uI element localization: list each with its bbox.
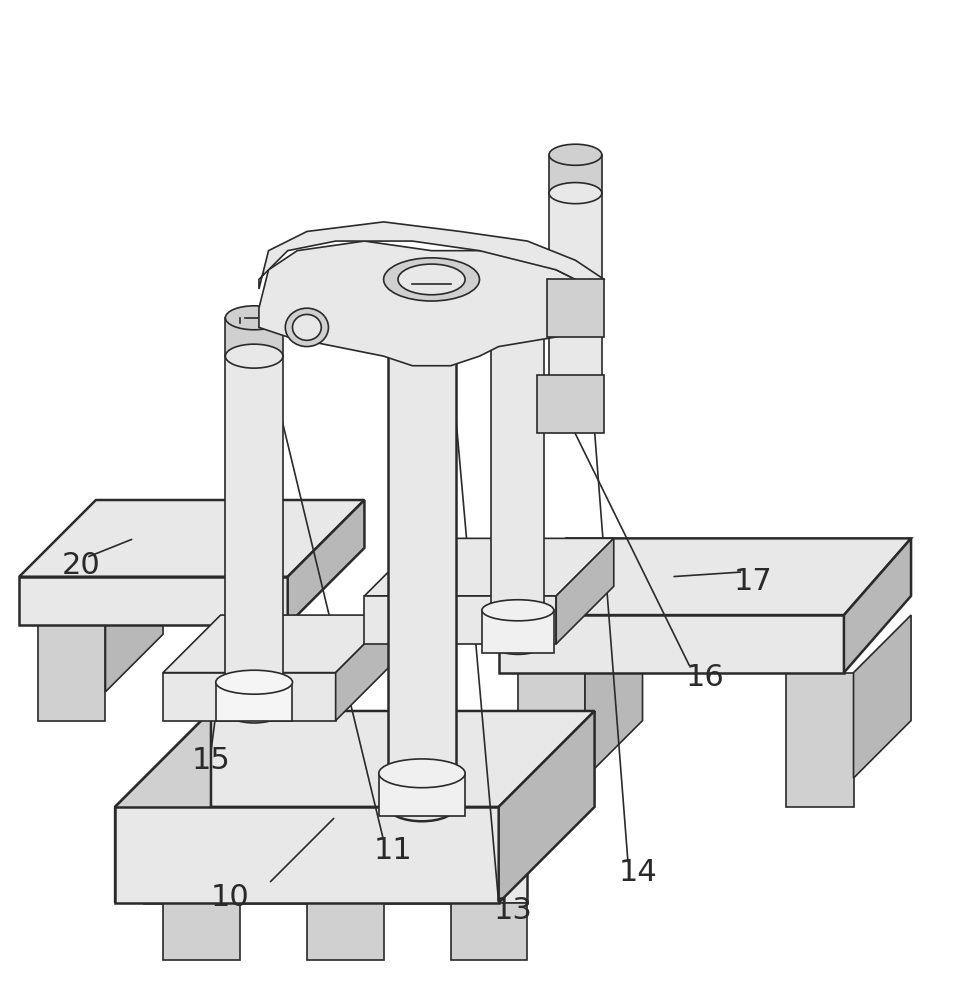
Polygon shape bbox=[105, 548, 163, 692]
Polygon shape bbox=[549, 193, 602, 385]
Polygon shape bbox=[537, 375, 604, 433]
Text: 16: 16 bbox=[686, 663, 724, 692]
Polygon shape bbox=[336, 615, 393, 721]
Ellipse shape bbox=[225, 344, 283, 368]
Polygon shape bbox=[786, 673, 854, 807]
Polygon shape bbox=[499, 538, 911, 615]
Polygon shape bbox=[115, 807, 499, 903]
Polygon shape bbox=[288, 500, 364, 625]
Polygon shape bbox=[854, 615, 911, 778]
Ellipse shape bbox=[482, 600, 554, 621]
Polygon shape bbox=[388, 289, 456, 807]
Polygon shape bbox=[549, 155, 602, 193]
Ellipse shape bbox=[549, 144, 602, 165]
Polygon shape bbox=[482, 610, 554, 653]
Text: 15: 15 bbox=[192, 746, 230, 775]
Ellipse shape bbox=[225, 306, 283, 330]
Polygon shape bbox=[844, 538, 911, 673]
Polygon shape bbox=[19, 500, 364, 577]
Polygon shape bbox=[115, 711, 595, 807]
Ellipse shape bbox=[388, 792, 456, 821]
Polygon shape bbox=[38, 625, 105, 721]
Polygon shape bbox=[259, 222, 604, 289]
Polygon shape bbox=[225, 318, 283, 356]
Ellipse shape bbox=[491, 298, 545, 319]
Ellipse shape bbox=[216, 670, 292, 694]
Ellipse shape bbox=[398, 264, 465, 295]
Ellipse shape bbox=[549, 183, 602, 204]
Text: 20: 20 bbox=[62, 551, 101, 580]
Ellipse shape bbox=[491, 633, 545, 654]
Polygon shape bbox=[499, 711, 595, 903]
Text: 11: 11 bbox=[374, 836, 412, 865]
Ellipse shape bbox=[292, 314, 321, 340]
Polygon shape bbox=[364, 596, 556, 644]
Text: 17: 17 bbox=[734, 567, 772, 596]
Polygon shape bbox=[364, 538, 614, 596]
Polygon shape bbox=[585, 615, 643, 778]
Ellipse shape bbox=[384, 258, 480, 301]
Polygon shape bbox=[163, 673, 336, 721]
Text: 14: 14 bbox=[619, 858, 657, 887]
Ellipse shape bbox=[491, 259, 545, 280]
Polygon shape bbox=[518, 673, 585, 807]
Ellipse shape bbox=[225, 699, 283, 723]
Text: 10: 10 bbox=[211, 883, 249, 912]
Polygon shape bbox=[163, 903, 240, 960]
Ellipse shape bbox=[286, 308, 328, 347]
Ellipse shape bbox=[379, 759, 465, 788]
Polygon shape bbox=[115, 711, 211, 903]
Polygon shape bbox=[163, 615, 393, 673]
Ellipse shape bbox=[388, 275, 456, 303]
Polygon shape bbox=[144, 845, 527, 903]
Polygon shape bbox=[379, 773, 465, 816]
Polygon shape bbox=[307, 903, 384, 960]
Polygon shape bbox=[556, 538, 614, 644]
Polygon shape bbox=[225, 356, 283, 711]
Polygon shape bbox=[547, 279, 604, 337]
Polygon shape bbox=[19, 577, 288, 625]
Polygon shape bbox=[451, 903, 527, 960]
Polygon shape bbox=[259, 241, 595, 366]
Polygon shape bbox=[492, 270, 545, 308]
Polygon shape bbox=[492, 308, 545, 644]
Polygon shape bbox=[499, 615, 844, 673]
Text: 13: 13 bbox=[494, 896, 532, 925]
Polygon shape bbox=[216, 682, 292, 721]
